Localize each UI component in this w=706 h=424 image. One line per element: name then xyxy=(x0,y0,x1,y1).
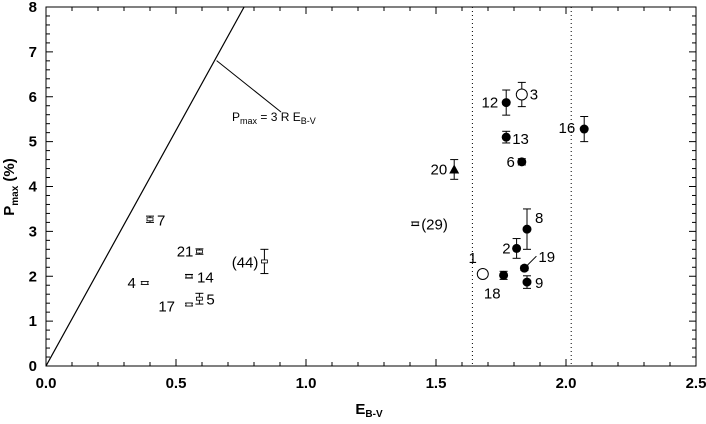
point-label: 2 xyxy=(502,240,510,257)
data-point: 7 xyxy=(146,212,165,229)
label-pointer xyxy=(527,255,537,266)
y-tick-label: 7 xyxy=(29,44,37,61)
x-axis-label-sub: B-V xyxy=(365,409,383,420)
relation-label-sub: max xyxy=(240,116,258,126)
point-label: 14 xyxy=(197,269,214,286)
y-tick-label: 0 xyxy=(29,358,37,375)
data-point: 19 xyxy=(519,249,555,273)
point-marker xyxy=(146,217,154,222)
y-tick-label: 8 xyxy=(29,0,37,16)
data-point: (29) xyxy=(411,217,448,234)
x-tick-label: 2.5 xyxy=(686,375,706,392)
point-label: 7 xyxy=(157,212,165,229)
point-label: 19 xyxy=(538,249,555,266)
x-tick-label: 1.5 xyxy=(426,375,447,392)
x-axis-label: EB-V xyxy=(355,401,383,420)
y-tick-label: 2 xyxy=(29,268,37,285)
data-point: 6 xyxy=(506,154,527,171)
point-marker xyxy=(141,281,149,285)
relation-label-main: P xyxy=(232,110,240,124)
point-label: 9 xyxy=(535,275,543,292)
data-point: 9 xyxy=(522,275,543,292)
point-label: 8 xyxy=(535,210,543,227)
data-point: 21 xyxy=(177,244,204,261)
point-label: 6 xyxy=(506,154,514,171)
y-tick-label: 5 xyxy=(29,134,37,151)
y-axis-label-suffix: (%) xyxy=(1,158,18,186)
point-marker xyxy=(512,243,522,253)
y-tick-label: 4 xyxy=(29,179,38,196)
relation-label-middle: = 3 R E xyxy=(257,110,301,124)
point-marker xyxy=(499,270,509,280)
point-marker xyxy=(185,302,193,307)
data-point: 17 xyxy=(158,299,193,316)
data-point: 13 xyxy=(501,130,529,148)
point-marker xyxy=(185,274,193,279)
point-label: 4 xyxy=(127,275,135,292)
y-tick-label: 1 xyxy=(29,313,37,330)
y-axis-label-sub: max xyxy=(10,185,21,205)
point-label: 5 xyxy=(206,292,214,309)
point-marker xyxy=(195,249,203,254)
point-marker xyxy=(501,132,511,142)
data-point: (44) xyxy=(232,248,269,275)
y-tick-label: 6 xyxy=(29,89,37,106)
y-axis-label-main: P xyxy=(1,206,18,216)
relation-label: Pmax = 3 R EB-V xyxy=(232,110,316,126)
data-point: 12 xyxy=(482,89,511,116)
point-marker xyxy=(449,164,460,174)
point-label: 16 xyxy=(559,120,576,137)
point-marker xyxy=(195,296,203,301)
data-point: 4 xyxy=(127,275,149,292)
point-label: 13 xyxy=(512,131,529,148)
point-label: (29) xyxy=(421,217,448,234)
point-label: (44) xyxy=(232,254,259,271)
point-label: 17 xyxy=(158,299,175,316)
axes-frame xyxy=(45,6,697,367)
data-point: 2 xyxy=(502,238,522,259)
data-point: 16 xyxy=(559,115,589,143)
point-marker xyxy=(522,277,532,287)
relation-label-sub2: B-V xyxy=(301,116,316,126)
data-point: 18 xyxy=(484,270,509,302)
data-point: 20 xyxy=(431,159,460,180)
point-marker xyxy=(522,224,532,234)
point-marker xyxy=(579,124,589,134)
x-tick-label: 0.5 xyxy=(166,375,187,392)
point-marker xyxy=(501,98,511,108)
point-label: 12 xyxy=(482,95,499,112)
x-axis-label-main: E xyxy=(355,401,365,418)
point-label: 18 xyxy=(484,285,501,302)
data-point: 5 xyxy=(195,292,215,309)
relation-pointer xyxy=(216,60,282,113)
y-tick-label: 3 xyxy=(29,223,37,240)
point-marker xyxy=(517,157,527,167)
data-point: 14 xyxy=(185,269,214,286)
x-tick-label: 0.0 xyxy=(36,375,57,392)
y-axis-label: Pmax (%) xyxy=(1,158,21,216)
data-point: 8 xyxy=(522,208,543,250)
point-label: 3 xyxy=(530,87,538,104)
data-point: 3 xyxy=(515,81,538,108)
data-point: 1 xyxy=(468,250,489,281)
point-label: 1 xyxy=(468,250,476,267)
point-marker xyxy=(476,268,489,281)
point-marker xyxy=(519,263,529,273)
point-marker xyxy=(515,88,528,101)
x-tick-label: 2.0 xyxy=(556,375,577,392)
point-marker xyxy=(260,259,268,264)
relation-line xyxy=(46,7,245,366)
x-tick-label: 1.0 xyxy=(296,375,317,392)
point-label: 21 xyxy=(177,244,194,261)
point-marker xyxy=(411,221,419,226)
point-label: 20 xyxy=(431,161,448,178)
